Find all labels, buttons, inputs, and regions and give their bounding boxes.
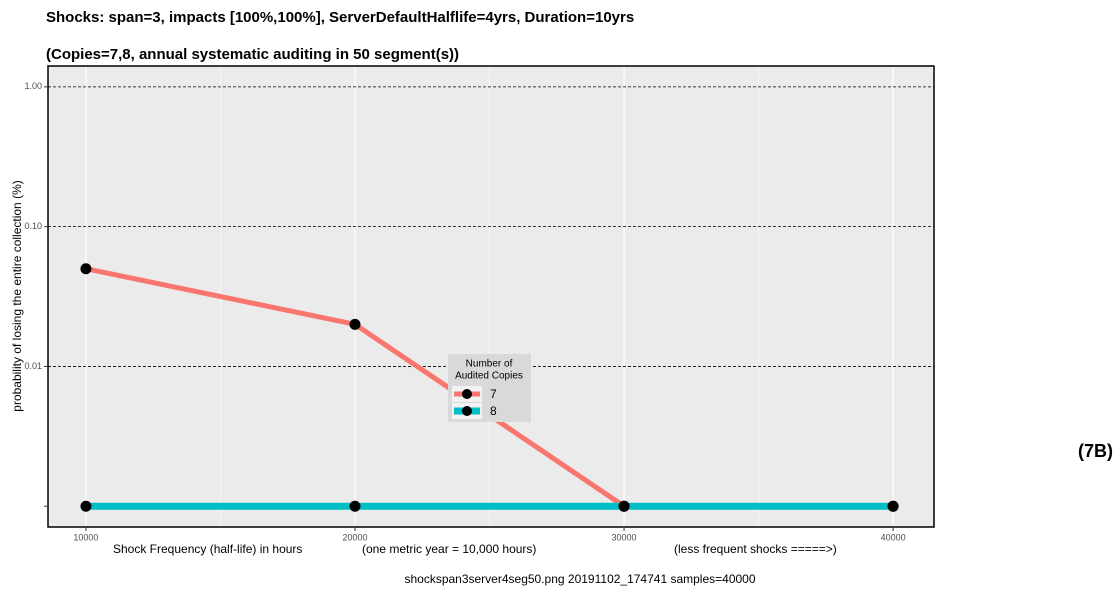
legend-title: Number of: [466, 359, 513, 370]
x-axis-label: (one metric year = 10,000 hours): [362, 542, 536, 556]
chart-title: Shocks: span=3, impacts [100%,100%], Ser…: [46, 9, 634, 26]
panel-border: [47, 65, 935, 528]
legend-label: 7: [490, 387, 497, 401]
legend-title: Audited Copies: [455, 371, 523, 382]
x-tick-label: 40000: [881, 532, 906, 542]
point: [887, 500, 899, 512]
y-tick-label: 0.10: [24, 221, 42, 231]
x-tick-label: 10000: [73, 532, 98, 542]
point: [80, 263, 92, 275]
panel: [48, 66, 934, 527]
caption: shockspan3server4seg50.png 20191102_1747…: [404, 572, 755, 586]
x-tick-label: 30000: [612, 532, 637, 542]
chart-subtitle: (Copies=7,8, annual systematic auditing …: [46, 46, 459, 63]
legend-point: [462, 389, 472, 399]
x-axis-label: (less frequent shocks =====>): [674, 542, 837, 556]
point: [349, 500, 361, 512]
point: [349, 318, 361, 330]
figure-label: (7B): [1078, 441, 1113, 461]
y-tick-label: 0.01: [24, 361, 42, 371]
point: [80, 500, 92, 512]
x-axis-label: Shock Frequency (half-life) in hours: [113, 542, 302, 556]
x-tick-label: 20000: [342, 532, 367, 542]
point: [618, 500, 630, 512]
legend-point: [462, 406, 472, 416]
legend-label: 8: [490, 404, 497, 418]
y-tick-label: 1.00: [24, 81, 42, 91]
y-axis-label: probability of losing the entire collect…: [10, 180, 24, 411]
